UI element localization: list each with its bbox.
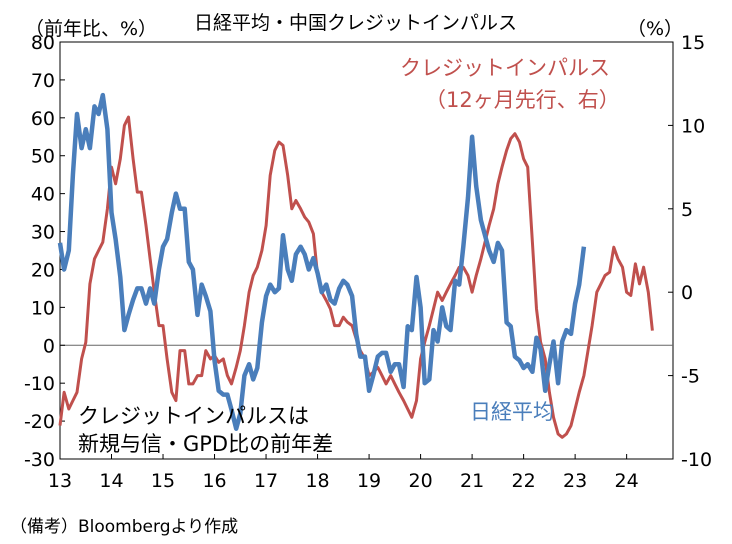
right-tick-label: 15 (681, 32, 705, 54)
left-tick-label: 80 (31, 32, 55, 54)
right-axis-label: （%） (627, 18, 684, 40)
left-tick-label: 20 (31, 259, 55, 281)
left-tick-label: 60 (31, 108, 55, 130)
left-tick-label: 10 (31, 297, 55, 319)
left-tick-label: 30 (31, 222, 55, 244)
legend-credit-impulse-sub: （12ヶ月先行、右） (425, 88, 620, 112)
x-tick-label: 21 (460, 470, 484, 492)
x-axis-ticks: 13 14 15 16 17 18 19 20 21 22 23 24 (48, 454, 639, 492)
left-tick-label: -30 (24, 449, 55, 471)
x-tick-label: 17 (254, 470, 278, 492)
right-tick-label: 0 (681, 282, 693, 304)
x-tick-label: 16 (202, 470, 226, 492)
note-line-2: 新規与信・GPD比の前年差 (78, 432, 334, 456)
x-tick-label: 15 (151, 470, 175, 492)
x-tick-label: 24 (615, 470, 639, 492)
x-tick-label: 23 (563, 470, 587, 492)
left-tick-label: -10 (24, 373, 55, 395)
x-tick-label: 13 (48, 470, 72, 492)
left-tick-label: 50 (31, 146, 55, 168)
right-tick-label: 5 (681, 199, 693, 221)
left-tick-label: 0 (43, 335, 55, 357)
right-axis-ticks: 15 10 5 0 -5 -10 (668, 32, 712, 471)
x-tick-label: 18 (305, 470, 329, 492)
x-tick-label: 20 (408, 470, 432, 492)
left-axis-ticks: 80 70 60 50 40 30 20 10 0 -10 -20 -30 (24, 32, 65, 471)
left-axis-label: （前年比、%） (25, 18, 158, 40)
right-tick-label: -10 (681, 449, 712, 471)
right-tick-label: 10 (681, 115, 705, 137)
left-tick-label: -20 (24, 411, 55, 433)
x-tick-label: 19 (357, 470, 381, 492)
note-line-1: クレジットインパルスは (78, 404, 309, 428)
x-tick-label: 14 (99, 470, 123, 492)
legend-nikkei: 日経平均 (470, 400, 554, 424)
legend-credit-impulse: クレジットインパルス (400, 56, 610, 80)
left-tick-label: 40 (31, 184, 55, 206)
left-tick-label: 70 (31, 70, 55, 92)
series-line-nikkei (57, 92, 587, 431)
right-tick-label: -5 (681, 366, 700, 388)
chart-title: 日経平均・中国クレジットインパルス (194, 12, 518, 34)
x-tick-label: 22 (512, 470, 536, 492)
source-note: （備考）Bloombergより作成 (10, 517, 239, 537)
